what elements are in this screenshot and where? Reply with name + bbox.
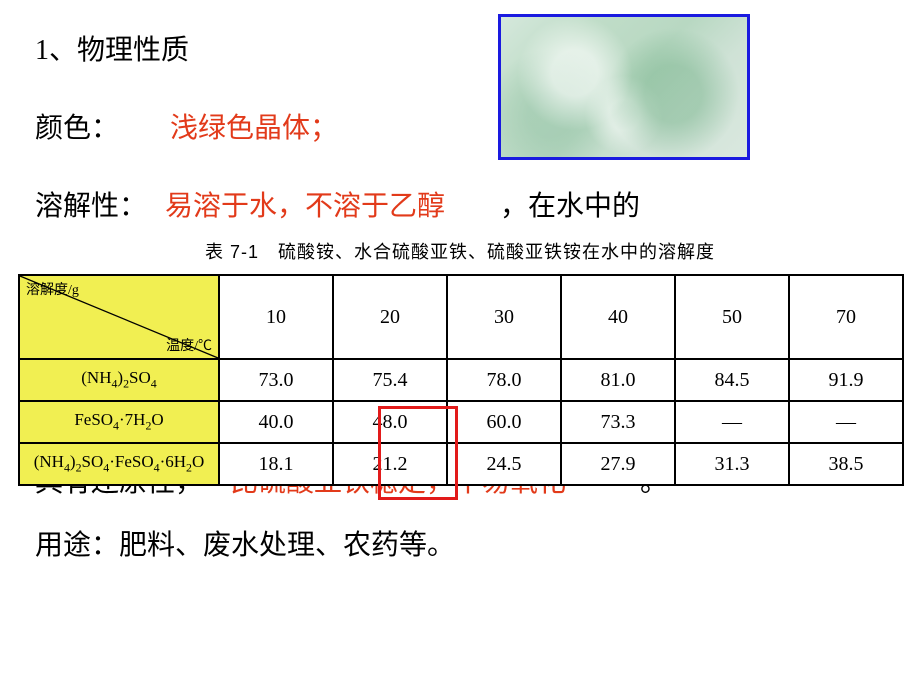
- temp-header-0: 10: [219, 275, 333, 359]
- data-cell-2-2: 24.5: [447, 443, 561, 485]
- solubility-table-wrap: 表 7-1 硫酸铵、水合硫酸亚铁、硫酸亚铁铵在水中的溶解度 溶解度/g温度/℃1…: [18, 238, 902, 486]
- data-cell-2-4: 31.3: [675, 443, 789, 485]
- data-cell-2-1: 21.2: [333, 443, 447, 485]
- data-cell-0-5: 91.9: [789, 359, 903, 401]
- table-title: 表 7-1 硫酸铵、水合硫酸亚铁、硫酸亚铁铵在水中的溶解度: [18, 238, 902, 264]
- formula-cell-2: (NH4)2SO4·FeSO4·6H2O: [19, 443, 219, 485]
- data-cell-2-3: 27.9: [561, 443, 675, 485]
- data-cell-2-5: 38.5: [789, 443, 903, 485]
- solubility-table: 溶解度/g温度/℃102030405070 (NH4)2SO473.075.478…: [18, 274, 904, 486]
- temp-header-3: 40: [561, 275, 675, 359]
- solubility-value-tail: ，在水中的: [500, 186, 640, 228]
- temp-header-4: 50: [675, 275, 789, 359]
- data-cell-1-5: —: [789, 401, 903, 443]
- data-cell-0-1: 75.4: [333, 359, 447, 401]
- data-cell-1-2: 60.0: [447, 401, 561, 443]
- data-cell-0-3: 81.0: [561, 359, 675, 401]
- data-cell-1-0: 40.0: [219, 401, 333, 443]
- section-1-heading: 1、物理性质: [35, 30, 189, 72]
- color-value: 浅绿色晶体；: [170, 108, 338, 150]
- data-cell-2-0: 18.1: [219, 443, 333, 485]
- temp-header-5: 70: [789, 275, 903, 359]
- data-cell-1-4: —: [675, 401, 789, 443]
- color-label: 颜色：: [35, 108, 119, 150]
- uses-text: 用途：肥料、废水处理、农药等。: [35, 525, 455, 567]
- solubility-label: 溶解性：: [35, 186, 147, 228]
- data-cell-0-2: 78.0: [447, 359, 561, 401]
- solubility-value-red: 易溶于水，不溶于乙醇: [165, 186, 445, 228]
- formula-cell-1: FeSO4·7H2O: [19, 401, 219, 443]
- formula-cell-0: (NH4)2SO4: [19, 359, 219, 401]
- data-cell-1-3: 73.3: [561, 401, 675, 443]
- data-cell-0-4: 84.5: [675, 359, 789, 401]
- data-cell-1-1: 48.0: [333, 401, 447, 443]
- temp-header-2: 30: [447, 275, 561, 359]
- temp-header-1: 20: [333, 275, 447, 359]
- crystal-photo: [498, 14, 750, 160]
- table-diag-header: 溶解度/g温度/℃: [19, 275, 219, 359]
- data-cell-0-0: 73.0: [219, 359, 333, 401]
